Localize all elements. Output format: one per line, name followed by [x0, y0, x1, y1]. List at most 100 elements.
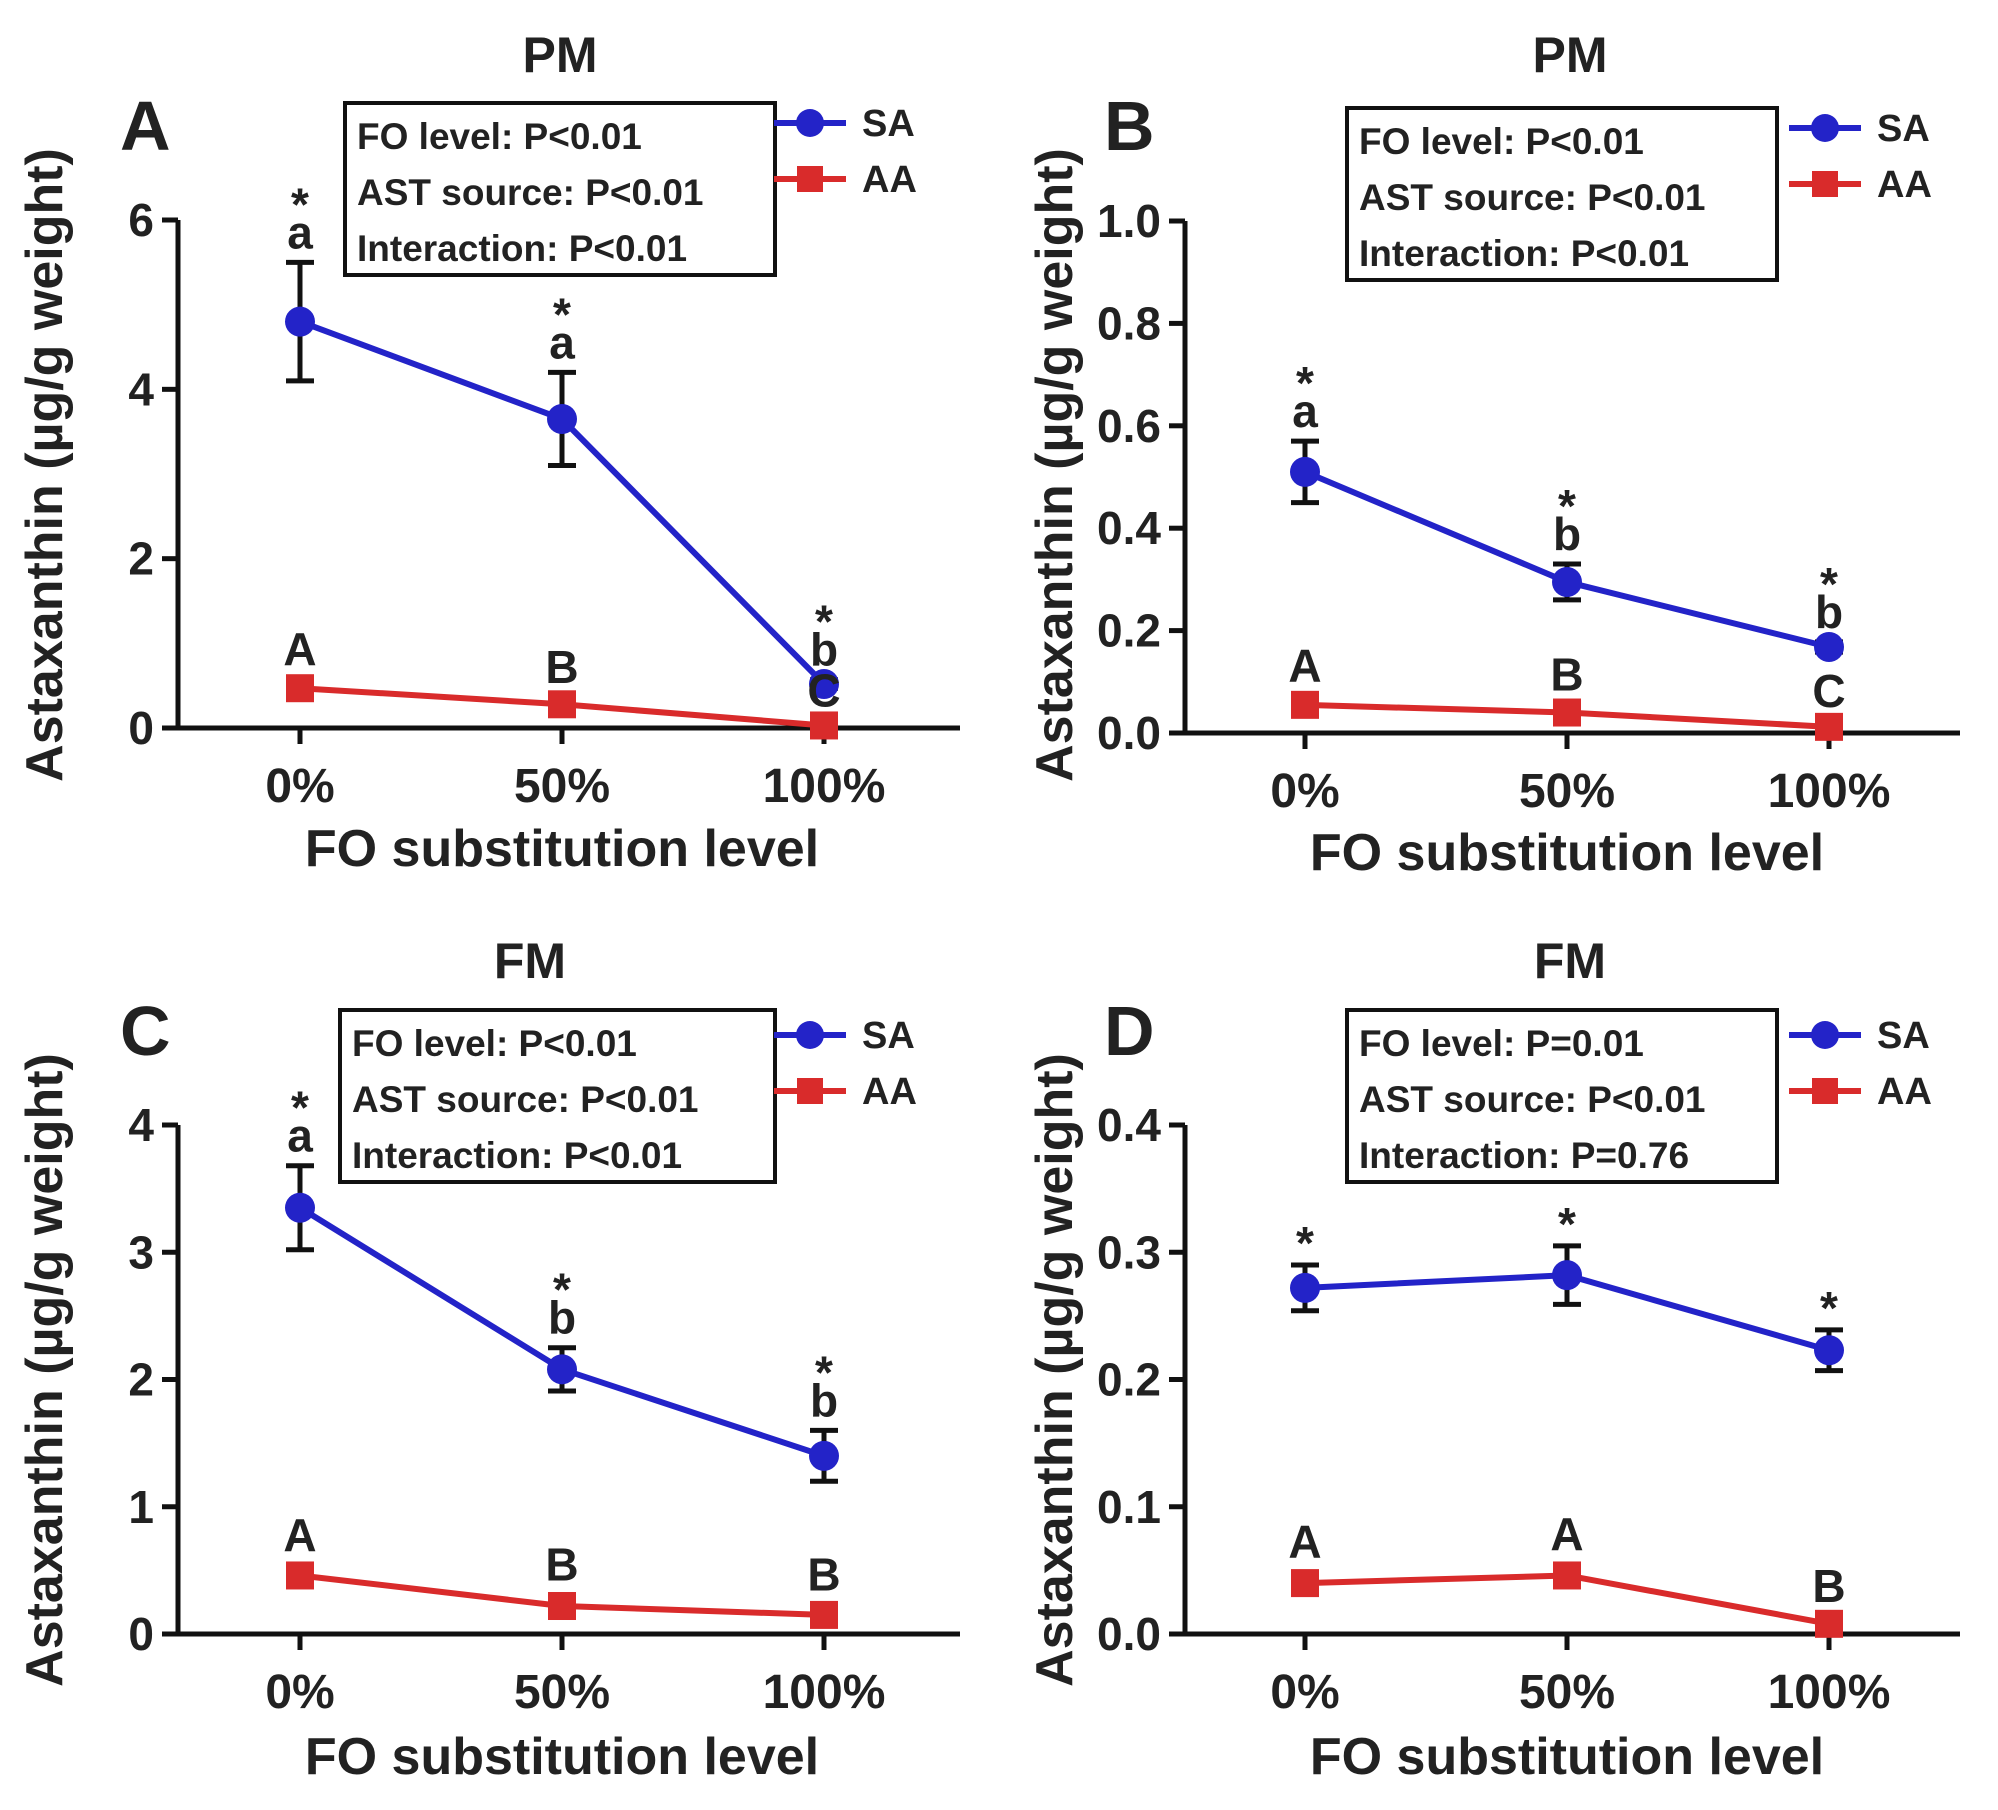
legend-marker-aa — [1812, 171, 1838, 197]
stats-line: AST source: P<0.01 — [1359, 1079, 1706, 1120]
stats-line: FO level: P<0.01 — [357, 116, 642, 157]
data-point-aa — [810, 1600, 838, 1629]
group-letter-aa: A — [283, 623, 316, 675]
legend-marker-aa — [1812, 1078, 1838, 1104]
group-letter-aa: B — [1812, 1560, 1845, 1612]
y-tick-label: 0.8 — [1097, 297, 1161, 349]
legend-marker-sa — [796, 109, 824, 137]
group-letter-sa: a — [549, 316, 575, 368]
y-axis-label: Astaxanthin (µg/g weight) — [16, 1053, 74, 1687]
stats-box — [1345, 1008, 1779, 1184]
group-letter-aa: C — [1812, 665, 1845, 717]
legend-marker-aa — [797, 1078, 823, 1104]
legend-marker-sa — [1811, 1021, 1839, 1049]
data-point-sa — [1814, 631, 1844, 662]
panel-title: FM — [1534, 933, 1606, 989]
stats-line: Interaction: P<0.01 — [352, 1135, 682, 1176]
stats-line: FO level: P<0.01 — [1359, 121, 1644, 162]
y-tick-label: 0.6 — [1097, 400, 1161, 452]
panel-a: PM A 0 2 4 6 0% 50% 100% Astaxanthin (µg/g weight… — [16, 27, 960, 878]
legend-marker-sa — [1811, 114, 1839, 142]
stats-line: Interaction: P<0.01 — [1359, 233, 1689, 274]
data-point-aa — [1291, 1569, 1319, 1598]
x-tick-label: 0% — [265, 760, 334, 813]
group-letter-sa: b — [810, 1374, 838, 1426]
panel-title: PM — [523, 27, 598, 83]
significance-marker: * — [1296, 357, 1314, 409]
group-letter-aa: B — [545, 1538, 578, 1590]
data-point-aa — [548, 690, 576, 719]
data-point-aa — [810, 711, 838, 740]
data-point-sa — [1814, 1335, 1844, 1366]
group-letter-aa: B — [807, 1549, 840, 1601]
legend-marker-aa — [797, 166, 823, 192]
data-point-aa — [1553, 698, 1581, 727]
data-point-sa — [1552, 566, 1582, 597]
significance-marker: * — [815, 596, 833, 648]
x-tick-label: 0% — [1270, 1666, 1339, 1719]
y-axis-label: Astaxanthin (µg/g weight) — [1026, 1053, 1084, 1687]
data-point-aa — [548, 1592, 576, 1621]
significance-marker: * — [553, 288, 571, 340]
legend-label-aa: AA — [862, 159, 917, 201]
group-letter-sa: b — [548, 1292, 576, 1344]
stats-line: Interaction: P<0.01 — [357, 228, 687, 269]
significance-marker: * — [553, 1264, 571, 1316]
group-letter-sa: a — [1292, 385, 1318, 437]
data-point-sa — [809, 668, 839, 699]
data-point-sa — [547, 1354, 577, 1385]
panel-b: PM B 0.0 0.2 0.4 0.6 0.8 1.0 0% 50% 100% Astaxanthi… — [1026, 27, 1960, 882]
significance-marker: * — [291, 178, 309, 230]
data-point-sa — [285, 1192, 315, 1223]
significance-marker: * — [1558, 480, 1576, 532]
group-letter-aa: B — [545, 641, 578, 693]
y-tick-label: 2 — [128, 533, 154, 585]
y-tick-label: 3 — [128, 1226, 154, 1278]
y-tick-label: 0.4 — [1097, 502, 1161, 554]
y-tick-label: 0 — [128, 1608, 154, 1660]
data-point-sa — [1290, 1272, 1320, 1303]
stats-line: AST source: P<0.01 — [1359, 177, 1706, 218]
data-point-sa — [1552, 1260, 1582, 1291]
x-axis-label: FO substitution level — [1310, 824, 1824, 882]
x-axis-label: FO substitution level — [1310, 1728, 1824, 1786]
panel-title: FM — [494, 933, 566, 989]
significance-marker: * — [1558, 1198, 1576, 1250]
x-tick-label: 50% — [514, 1666, 610, 1719]
stats-line: FO level: P<0.01 — [352, 1023, 637, 1064]
data-point-aa — [286, 674, 314, 703]
y-axis-label: Astaxanthin (µg/g weight) — [16, 148, 74, 782]
panel-c: FM C 0 1 2 3 4 0% 50% 100% Astaxanthin (µg/g weigh… — [16, 933, 960, 1786]
stats-line: AST source: P<0.01 — [352, 1079, 699, 1120]
data-point-sa — [547, 403, 577, 434]
group-letter-sa: b — [810, 624, 838, 676]
y-tick-label: 2 — [128, 1354, 154, 1406]
y-tick-label: 4 — [128, 1099, 154, 1151]
x-tick-label: 50% — [1519, 1666, 1615, 1719]
x-tick-label: 100% — [763, 1666, 886, 1719]
group-letter-aa: C — [807, 665, 840, 717]
significance-marker: * — [291, 1082, 309, 1134]
group-letter-aa: A — [283, 1509, 316, 1561]
significance-marker: * — [815, 1346, 833, 1398]
group-letter-aa: B — [1550, 648, 1583, 700]
y-tick-label: 0.3 — [1097, 1226, 1161, 1278]
group-letter-sa: a — [287, 1110, 313, 1162]
stats-line: FO level: P=0.01 — [1359, 1023, 1644, 1064]
legend-label-sa: SA — [1877, 108, 1930, 150]
data-point-aa — [1815, 712, 1843, 741]
data-point-sa — [1290, 456, 1320, 487]
legend-label-aa: AA — [1877, 1071, 1932, 1113]
legend-label-sa: SA — [862, 103, 915, 145]
group-letter-aa: A — [1550, 1508, 1583, 1560]
y-tick-label: 0.0 — [1097, 707, 1161, 759]
data-point-aa — [1815, 1609, 1843, 1638]
group-letter-sa: b — [1815, 586, 1843, 638]
legend-label-sa: SA — [862, 1015, 915, 1057]
data-point-aa — [286, 1561, 314, 1590]
panel-title: PM — [1533, 27, 1608, 83]
data-point-aa — [1291, 690, 1319, 719]
stats-line: Interaction: P=0.76 — [1359, 1135, 1689, 1176]
stats-box — [343, 101, 777, 277]
x-tick-label: 100% — [1768, 1666, 1891, 1719]
